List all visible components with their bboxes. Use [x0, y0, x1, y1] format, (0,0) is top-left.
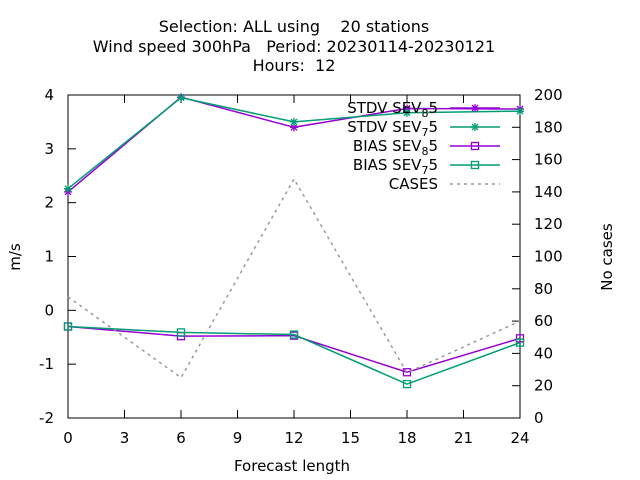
- data-point: [63, 322, 73, 331]
- data-point: [470, 160, 480, 170]
- data-point: [471, 123, 479, 131]
- y2-tick-label: 40: [534, 344, 553, 362]
- x-tick-label: 21: [454, 429, 473, 447]
- legend-item: STDV SEV85: [347, 99, 500, 120]
- chart-title-line-3: Hours: 12: [252, 56, 336, 75]
- series-line: [67, 325, 521, 374]
- y2-tick-label: 140: [534, 183, 563, 201]
- legend-label: STDV SEV75: [347, 118, 438, 139]
- data-point: [176, 328, 186, 337]
- series-line: [67, 96, 521, 190]
- x-tick-label: 3: [120, 429, 130, 447]
- chart-title-line-1: Selection: ALL using 20 stations: [158, 17, 430, 36]
- legend-label: CASES: [389, 175, 438, 193]
- y-tick-label: -1: [39, 355, 54, 373]
- data-point: [471, 104, 479, 112]
- y-tick-label: 2: [44, 194, 54, 212]
- data-point: [403, 108, 411, 117]
- data-point: [515, 338, 525, 347]
- data-point: [516, 107, 524, 116]
- legend-item: BIAS SEV85: [353, 137, 500, 158]
- data-point: [177, 93, 185, 102]
- y2-tick-label: 60: [534, 312, 553, 330]
- y2-tick-label: 0: [534, 409, 544, 427]
- data-point: [290, 117, 298, 126]
- legend-item: CASES: [389, 175, 500, 193]
- x-tick-label: 15: [341, 429, 360, 447]
- plot-frame: [67, 94, 521, 419]
- legend-item: BIAS SEV75: [353, 156, 500, 177]
- data-point: [64, 184, 72, 193]
- y-axis-label: m/s: [6, 243, 24, 271]
- y-tick-label: -2: [39, 409, 54, 427]
- data-point: [402, 368, 412, 377]
- series-3: [63, 322, 525, 389]
- data-point: [289, 330, 299, 339]
- y-tick-label: 0: [44, 301, 54, 319]
- y2-tick-label: 160: [534, 151, 563, 169]
- x-tick-label: 18: [397, 429, 416, 447]
- data-point: [470, 141, 480, 151]
- y2-tick-label: 100: [534, 248, 563, 266]
- legend-item: STDV SEV75: [347, 118, 500, 139]
- x-tick-label: 6: [176, 429, 186, 447]
- legend-label: STDV SEV85: [347, 99, 438, 120]
- chart-title-line-2: Wind speed 300hPa Period: 20230114-20230…: [92, 37, 496, 56]
- y2-axis-label: No cases: [598, 223, 616, 291]
- x-tick-label: 9: [233, 429, 243, 447]
- series-line: [67, 177, 521, 379]
- series-line: [67, 325, 521, 385]
- y2-tick-label: 20: [534, 377, 553, 395]
- y2-tick-label: 80: [534, 280, 553, 298]
- y2-tick-label: 120: [534, 215, 563, 233]
- y-tick-label: 3: [44, 140, 54, 158]
- data-point: [515, 334, 525, 343]
- series-line: [67, 96, 521, 193]
- y2-tick-label: 180: [534, 118, 563, 136]
- x-tick-label: 0: [63, 429, 73, 447]
- legend-label: BIAS SEV75: [353, 156, 438, 177]
- y-tick-label: 1: [44, 248, 54, 266]
- x-tick-label: 12: [284, 429, 303, 447]
- data-point: [402, 379, 412, 389]
- legend-label: BIAS SEV85: [353, 137, 438, 158]
- series-4: [67, 177, 521, 379]
- x-axis-label: Forecast length: [234, 457, 350, 475]
- series-1: [64, 93, 524, 193]
- y2-tick-label: 200: [534, 86, 563, 104]
- x-tick-label: 24: [510, 429, 529, 447]
- y-tick-label: 4: [44, 86, 54, 104]
